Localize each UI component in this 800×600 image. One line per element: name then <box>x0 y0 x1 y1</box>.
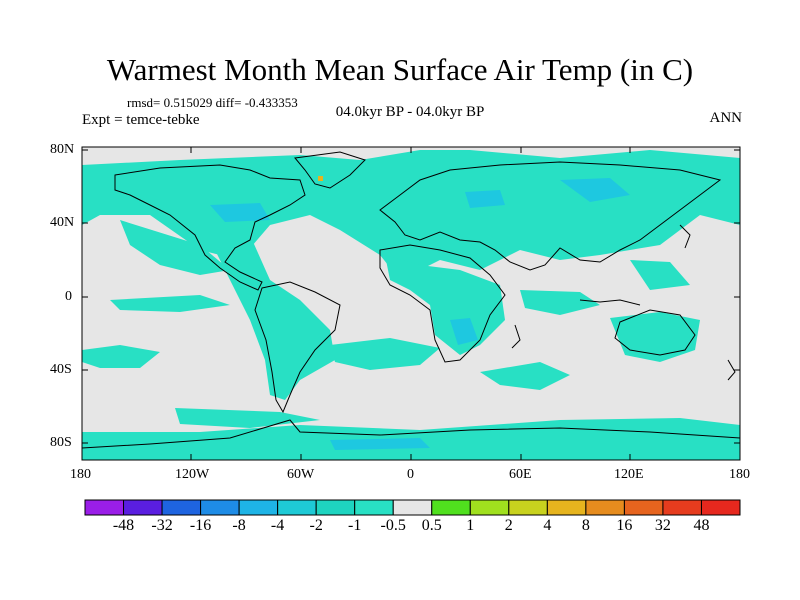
colorbar-swatch <box>662 499 702 516</box>
anomaly-south-pacific <box>82 345 160 368</box>
colorbar-swatch <box>277 499 317 516</box>
colorbar-swatch <box>123 499 163 516</box>
lat-label-0: 0 <box>65 289 72 304</box>
coast-new-zealand <box>727 359 736 381</box>
colorbar-swatch <box>508 499 548 516</box>
lon-label-180e: 180 <box>729 467 750 482</box>
coast-africa <box>379 244 506 363</box>
coast-north-america <box>114 164 306 291</box>
colorbar-swatch <box>200 499 240 516</box>
colorbar-swatch <box>431 499 471 516</box>
colorbar-swatch <box>469 499 510 516</box>
colorbar-label: -32 <box>151 517 173 534</box>
coast-australia <box>614 309 696 356</box>
anomaly-west-pacific <box>520 290 600 315</box>
anomaly-core-america <box>210 203 270 222</box>
plot-title: Warmest Month Mean Surface Air Temp (in … <box>106 52 694 87</box>
colorbar-swatch <box>84 499 125 516</box>
lon-label-60e: 60E <box>509 467 532 482</box>
coast-eurasia <box>379 161 722 271</box>
colorbar-label: -16 <box>189 517 212 534</box>
colorbar-swatch <box>354 499 394 516</box>
anomaly-africa <box>385 255 505 355</box>
anomaly-south-mid <box>175 408 320 428</box>
colorbar-swatch <box>392 499 433 516</box>
colorbar-swatch <box>546 499 587 516</box>
colorbar <box>84 499 741 516</box>
anomaly-core-antarctic <box>330 438 430 450</box>
coast-greenland <box>294 151 366 189</box>
coast-japan <box>679 224 691 249</box>
anomaly-core-europe <box>465 190 505 208</box>
anomaly-indian <box>480 362 570 390</box>
anomaly-core-africa <box>450 318 478 345</box>
anomaly-pacific <box>120 220 230 275</box>
anomaly-australia <box>610 312 700 362</box>
anomaly-equatorial-pacific <box>110 295 230 312</box>
colorbar-swatch <box>161 499 202 516</box>
lon-label-120w: 120W <box>175 467 210 482</box>
anomaly-americas <box>200 220 335 400</box>
colorbar-swatch <box>585 499 625 516</box>
colorbar-swatch <box>315 499 356 516</box>
warm-spot-greenland <box>318 176 323 181</box>
colorbar-label: 48 <box>693 517 710 534</box>
lon-label-180w: 180 <box>70 467 91 482</box>
colorbar-label: -0.5 <box>380 517 406 534</box>
colorbar-label: 32 <box>654 517 671 534</box>
colorbar-label: 1 <box>466 517 475 534</box>
colorbar-label: 0.5 <box>421 517 442 534</box>
anomaly-south-atlantic <box>330 338 440 370</box>
coast-madagascar <box>511 324 521 349</box>
colorbar-label: 16 <box>616 517 633 534</box>
colorbar-swatch <box>700 499 741 516</box>
experiment-label: Expt = temce-tebke <box>82 112 200 128</box>
coastlines <box>82 151 740 449</box>
anomaly-east-asia <box>630 260 690 290</box>
coast-antarctica <box>82 419 740 449</box>
colorbar-swatch <box>623 499 664 516</box>
anomaly-cores <box>210 178 630 450</box>
season-label: ANN <box>709 110 743 126</box>
colorbar-label: -8 <box>232 517 246 534</box>
tick-marks <box>82 147 740 460</box>
stats-label: rmsd= 0.515029 diff= -0.433353 <box>127 95 298 110</box>
anomaly-core-siberia <box>560 178 630 202</box>
period-label: 04.0kyr BP - 04.0kyr BP <box>335 104 485 120</box>
colorbar-label: -1 <box>348 517 362 534</box>
lon-label-0: 0 <box>407 467 414 482</box>
lat-label-40n: 40N <box>50 215 75 230</box>
colorbar-label: 2 <box>504 517 513 534</box>
lat-label-40s: 40S <box>50 362 72 377</box>
colorbar-label: 4 <box>543 517 552 534</box>
lat-label-80n: 80N <box>50 142 75 157</box>
coast-indonesia <box>579 299 641 306</box>
colorbar-label: 8 <box>581 517 590 534</box>
colorbar-label: -4 <box>270 517 285 534</box>
lat-label-80s: 80S <box>50 435 72 450</box>
colorbar-label: -2 <box>309 517 323 534</box>
colorbar-label: -48 <box>112 517 135 534</box>
lon-label-120e: 120E <box>614 467 644 482</box>
coast-south-america <box>254 281 341 414</box>
colorbar-swatch <box>238 499 279 516</box>
lon-label-60w: 60W <box>287 467 315 482</box>
